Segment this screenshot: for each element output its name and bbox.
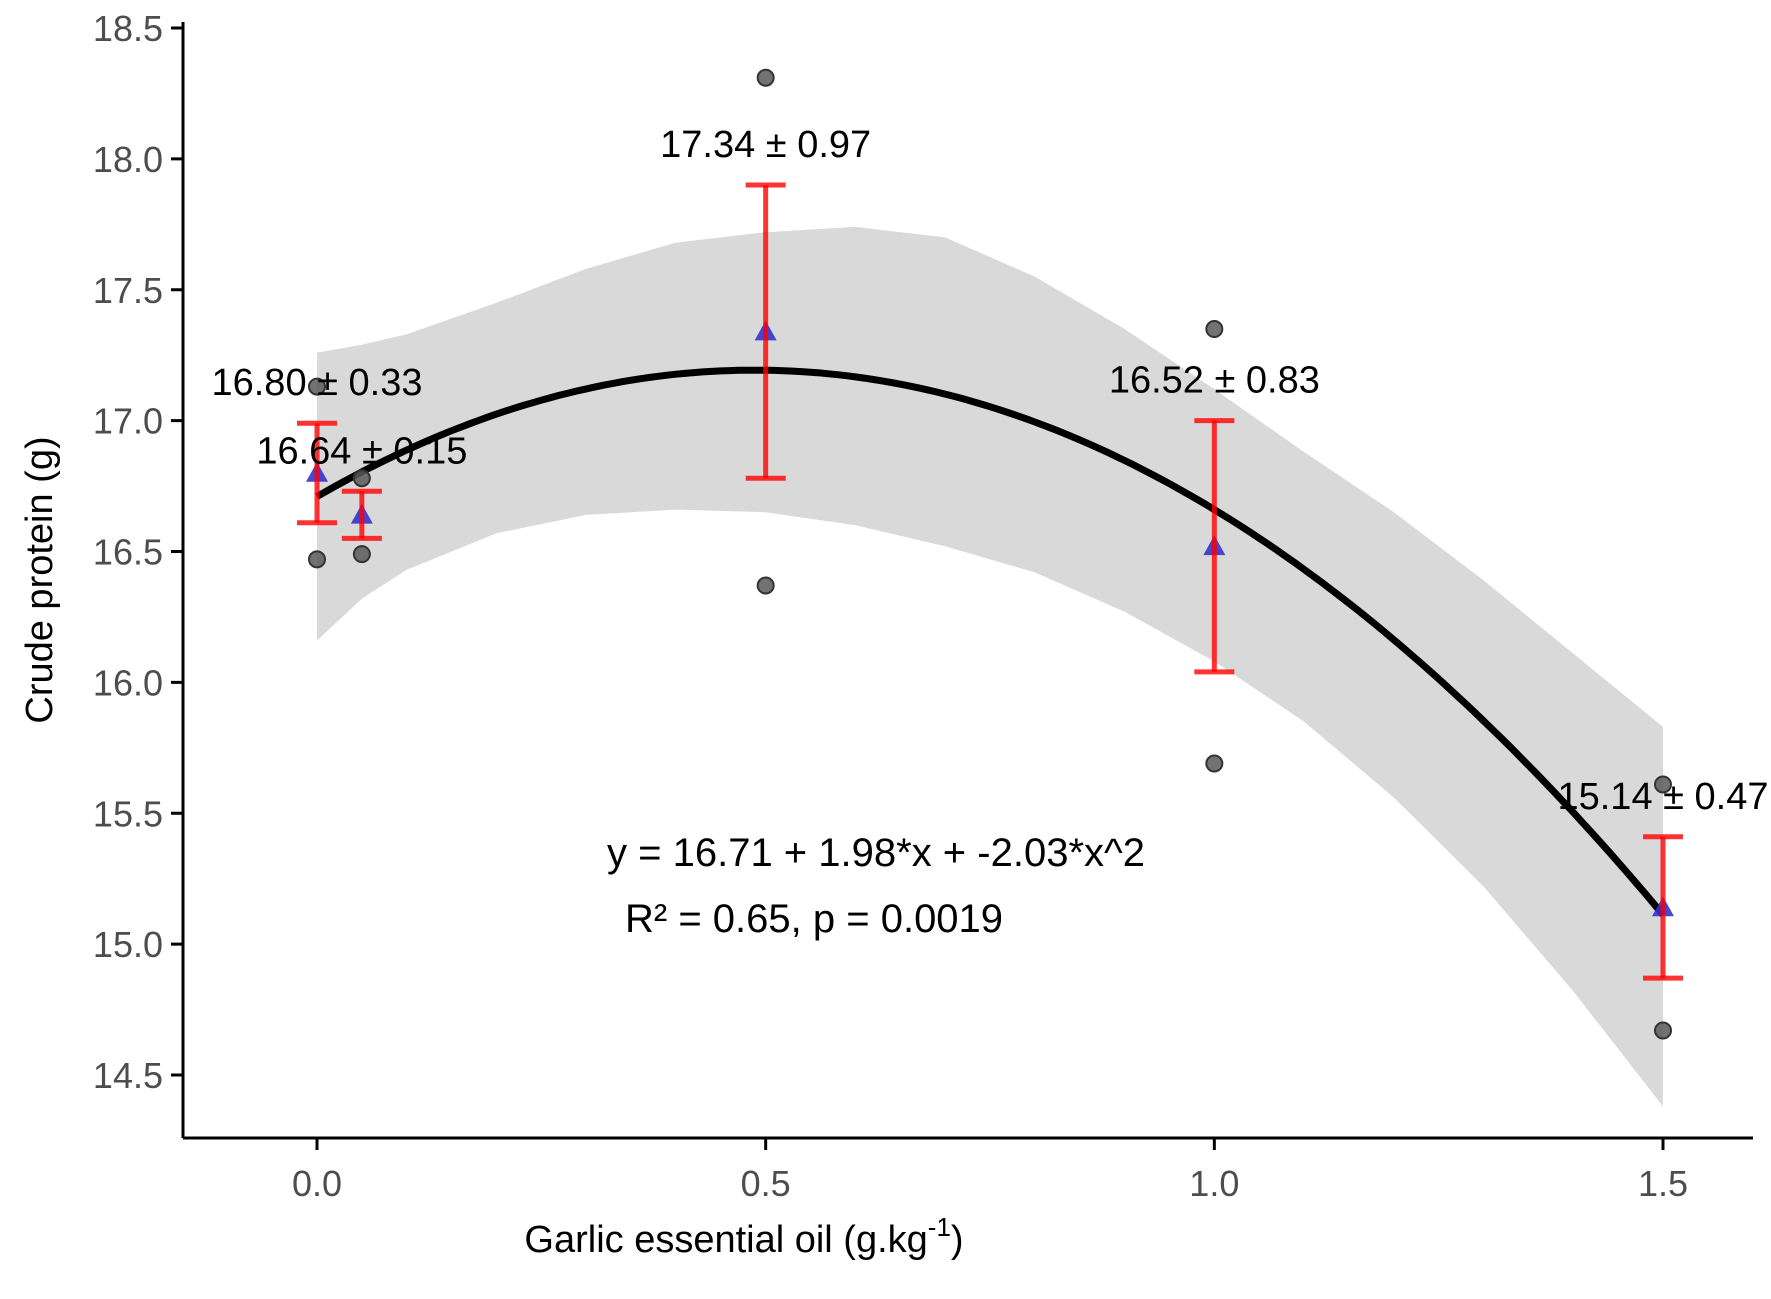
- observation-point-0: [308, 377, 326, 396]
- error-bar-2: [745, 182, 786, 481]
- x-axis-title-end: ): [951, 1219, 964, 1261]
- observation-points-layer: [308, 68, 1672, 1040]
- fit-curve: [315, 366, 1666, 917]
- mean-label-0: 16.80 ± 0.33: [211, 362, 422, 404]
- y-tick-label-6: 17.5: [93, 270, 163, 311]
- observation-point-5: [756, 576, 775, 595]
- x-axis-title: Garlic essential oil (g.kg-1): [524, 1212, 963, 1261]
- x-axis-title-main: Garlic essential oil (g.kg: [524, 1219, 927, 1261]
- mean-label-2: 17.34 ± 0.97: [660, 124, 871, 166]
- mean-label-3: 16.52 ± 0.83: [1109, 360, 1320, 402]
- y-tick-label-3: 16.0: [93, 662, 163, 703]
- data-labels-layer: 16.80 ± 0.33 16.64 ± 0.15 17.34 ± 0.97 16.5…: [211, 124, 1768, 818]
- error-bar-0: [297, 420, 337, 526]
- observation-point-3: [352, 545, 371, 564]
- observation-point-7: [1205, 754, 1224, 773]
- fit-stats: R² = 0.65, p = 0.0019: [625, 897, 1003, 941]
- x-tick-label-1: 0.5: [741, 1163, 791, 1204]
- error-bar-4: [1643, 834, 1683, 981]
- y-tick-label-1: 15.0: [93, 924, 163, 965]
- error-bars-layer: [297, 182, 1683, 981]
- observation-point-2: [352, 469, 371, 488]
- ticks-layer: 0.0 0.5 1.0 1.5 14.5 15.0 15.5 16.0 16.5 17.0 17.5…: [93, 8, 1688, 1204]
- y-axis-title: Crude protein (g): [19, 436, 61, 723]
- observation-point-6: [1205, 320, 1224, 339]
- observation-point-8: [1654, 775, 1672, 794]
- x-tick-label-3: 1.5: [1638, 1163, 1688, 1204]
- y-tick-label-5: 17.0: [93, 401, 163, 442]
- fit-equation: y = 16.71 + 1.98*x + -2.03*x^2: [607, 831, 1145, 875]
- x-tick-label-0: 0.0: [292, 1163, 342, 1204]
- error-bar-1: [341, 488, 382, 541]
- observation-point-4: [756, 68, 775, 87]
- mean-label-4: 15.14 ± 0.47: [1557, 776, 1768, 818]
- x-axis-title-sup: -1: [928, 1212, 951, 1242]
- mean-label-1: 16.64 ± 0.15: [256, 430, 467, 472]
- y-tick-label-8: 18.5: [93, 8, 163, 49]
- y-tick-label-4: 16.5: [93, 532, 163, 573]
- y-tick-label-0: 14.5: [93, 1055, 163, 1096]
- observation-point-9: [1654, 1021, 1672, 1040]
- confidence-band-layer: [317, 226, 1663, 1107]
- observation-point-1: [308, 550, 326, 569]
- error-bar-3: [1194, 418, 1235, 675]
- y-tick-label-7: 18.0: [93, 139, 163, 180]
- fit-curve-layer: [315, 366, 1666, 917]
- y-tick-label-2: 15.5: [93, 793, 163, 834]
- x-tick-label-2: 1.0: [1189, 1163, 1239, 1204]
- confidence-band: [317, 226, 1663, 1107]
- axes-layer: [181, 22, 1753, 1140]
